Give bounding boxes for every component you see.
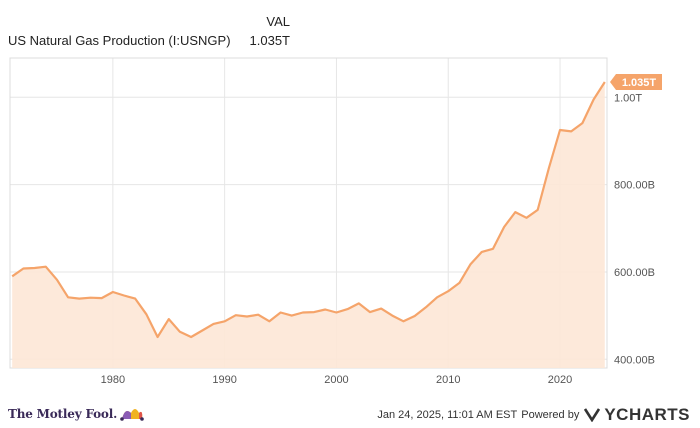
motley-fool-wordmark: The Motley Fool. [8, 407, 118, 421]
series-name: US Natural Gas Production (I:USNGP) [8, 33, 231, 48]
jester-hat-icon [120, 409, 144, 421]
y-tick-label: 400.00B [614, 354, 655, 366]
last-value-badge [610, 74, 662, 91]
x-tick-label: 1990 [212, 374, 236, 386]
motley-fool-logo: The Motley Fool. [8, 403, 145, 425]
series-area-fill [12, 82, 605, 368]
x-tick-label: 2020 [548, 374, 572, 386]
area-chart: 400.00B 600.00B 800.00B 1.00T 1980 1990 2000 20… [9, 57, 662, 386]
y-tick-label: 1.00T [614, 92, 642, 104]
x-tick-label: 1980 [101, 374, 125, 386]
y-tick-label: 800.00B [614, 180, 655, 192]
ycharts-chevron-icon [584, 408, 601, 422]
ycharts-wordmark: YCHARTS [604, 405, 690, 424]
x-tick-label: 2010 [436, 374, 460, 386]
series-value: 1.035T [249, 33, 290, 48]
last-value-label: 1.035T [622, 77, 657, 89]
footer: The Motley Fool. Jan 24, 2025, 11:01 AM … [0, 396, 700, 428]
y-tick-label: 600.00B [614, 267, 655, 279]
legend-column-header: VAL [266, 14, 290, 29]
series-line [11, 81, 606, 339]
powered-by-label: Powered by [521, 409, 580, 421]
timestamp: Jan 24, 2025, 11:01 AM EST [377, 409, 518, 421]
chart-credit: Jan 24, 2025, 11:01 AM EST Powered by YC… [377, 405, 690, 425]
x-tick-label: 2000 [324, 374, 348, 386]
